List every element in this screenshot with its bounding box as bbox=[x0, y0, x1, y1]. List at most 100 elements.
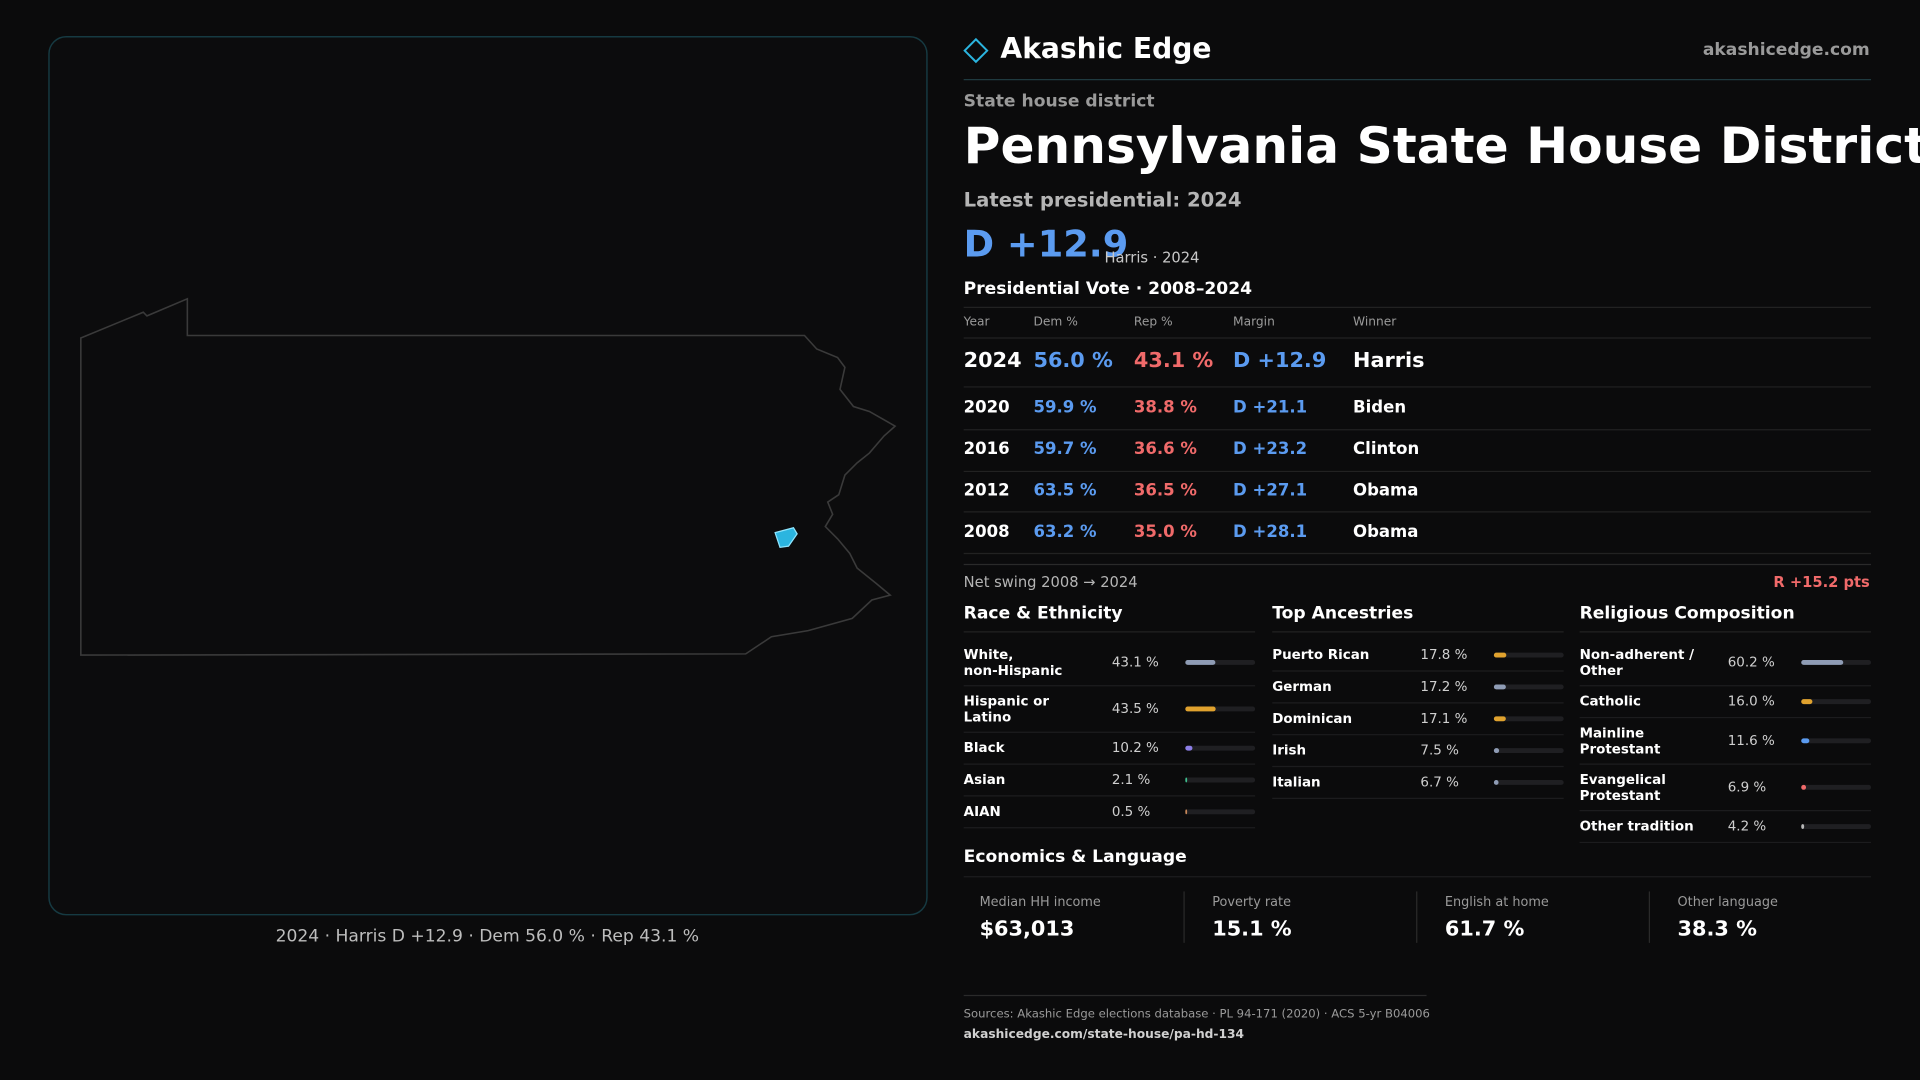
bar-track bbox=[1801, 738, 1872, 744]
bar-track bbox=[1493, 780, 1564, 785]
margin-note: Harris · 2024 bbox=[1104, 249, 1199, 266]
table-cell: 43.1 % bbox=[1134, 348, 1214, 372]
table-cell: D +12.9 bbox=[1233, 348, 1326, 372]
bar-track bbox=[1493, 748, 1564, 754]
bar bbox=[1493, 748, 1500, 754]
table-cell: 35.0 % bbox=[1134, 522, 1197, 541]
item-value: 17.1 % bbox=[1420, 712, 1467, 727]
table-cell: 63.5 % bbox=[1033, 481, 1096, 500]
column-header: Rep % bbox=[1134, 315, 1173, 329]
source-url: akashicedge.com/state-house/pa-hd-134 bbox=[964, 1027, 1244, 1041]
item-name: Catholic bbox=[1580, 695, 1641, 710]
bar-track bbox=[1493, 652, 1564, 658]
bar bbox=[1801, 784, 1807, 790]
item-value: 0.5 % bbox=[1112, 805, 1151, 820]
column-header: Year bbox=[963, 315, 991, 329]
item-value: 43.5 % bbox=[1112, 702, 1159, 717]
econ-value: 61.7 % bbox=[1445, 916, 1525, 940]
column-header: Winner bbox=[1353, 315, 1397, 329]
bar-track bbox=[1185, 777, 1256, 783]
bar bbox=[1185, 809, 1188, 815]
state-outline bbox=[80, 297, 897, 656]
section-title: Religious Composition bbox=[1580, 603, 1795, 623]
table-cell: 36.5 % bbox=[1134, 481, 1197, 500]
table-cell: Harris bbox=[1353, 348, 1424, 372]
item-name: German bbox=[1272, 680, 1331, 695]
table-cell: 2012 bbox=[964, 481, 1010, 500]
bar bbox=[1493, 780, 1499, 785]
item-value: 4.2 % bbox=[1728, 820, 1767, 835]
item-value: 6.9 % bbox=[1728, 780, 1767, 795]
bar bbox=[1801, 660, 1844, 665]
map-caption: 2024 · Harris D +12.9 · Dem 56.0 % · Rep… bbox=[276, 927, 699, 947]
item-name: Dominican bbox=[1272, 712, 1352, 727]
district-shape[interactable] bbox=[774, 527, 798, 549]
bar bbox=[1801, 824, 1805, 829]
swing-value: R +15.2 pts bbox=[1773, 574, 1870, 591]
bar-track bbox=[1185, 809, 1256, 815]
econ-value: 15.1 % bbox=[1212, 916, 1292, 940]
bar-track bbox=[1493, 684, 1564, 690]
bar-track bbox=[1801, 784, 1872, 790]
table-cell: 2024 bbox=[964, 348, 1022, 372]
item-name: Mainline Protestant bbox=[1580, 726, 1661, 757]
bar bbox=[1185, 745, 1193, 751]
item-name: AIAN bbox=[964, 805, 1001, 820]
bar bbox=[1185, 777, 1188, 783]
table-cell: D +28.1 bbox=[1233, 522, 1307, 541]
district-title: Pennsylvania State House District 134 bbox=[964, 116, 1920, 175]
bar bbox=[1493, 652, 1507, 658]
logo-icon bbox=[963, 37, 989, 64]
bar-track bbox=[1801, 824, 1872, 829]
item-name: Irish bbox=[1272, 744, 1306, 759]
table-cell: 63.2 % bbox=[1033, 522, 1096, 541]
table-cell: 2008 bbox=[964, 522, 1010, 541]
table-cell: 2016 bbox=[964, 439, 1010, 458]
section-title: Race & Ethnicity bbox=[964, 603, 1123, 623]
table-title: Presidential Vote · 2008–2024 bbox=[964, 279, 1252, 299]
brand: Akashic Edge bbox=[1000, 32, 1211, 65]
table-cell: 56.0 % bbox=[1033, 348, 1113, 372]
table-cell: 59.9 % bbox=[1033, 397, 1096, 416]
item-value: 11.6 % bbox=[1728, 734, 1775, 749]
econ-label: Median HH income bbox=[980, 895, 1101, 910]
table-cell: 38.8 % bbox=[1134, 397, 1197, 416]
item-value: 43.1 % bbox=[1112, 655, 1159, 670]
item-value: 6.7 % bbox=[1420, 775, 1459, 790]
table-cell: 59.7 % bbox=[1033, 439, 1096, 458]
site-link: akashicedge.com bbox=[1703, 40, 1870, 60]
sources: Sources: Akashic Edge elections database… bbox=[964, 1006, 1430, 1020]
table-cell: D +23.2 bbox=[1233, 439, 1307, 458]
swing-label: Net swing 2008 → 2024 bbox=[964, 574, 1138, 591]
bar bbox=[1801, 738, 1810, 744]
item-value: 16.0 % bbox=[1728, 695, 1775, 710]
bar-track bbox=[1185, 745, 1256, 751]
table-cell: 36.6 % bbox=[1134, 439, 1197, 458]
item-name: White, non-Hispanic bbox=[964, 648, 1063, 679]
item-name: Non-adherent / Other bbox=[1580, 648, 1695, 679]
table-cell: Obama bbox=[1353, 522, 1418, 541]
table-cell: Biden bbox=[1353, 397, 1406, 416]
table-cell: D +27.1 bbox=[1233, 481, 1307, 500]
bar-track bbox=[1493, 716, 1564, 722]
item-name: Asian bbox=[964, 773, 1006, 788]
item-name: Italian bbox=[1272, 775, 1320, 790]
econ-label: English at home bbox=[1445, 895, 1549, 910]
column-header: Dem % bbox=[1033, 315, 1077, 329]
bar bbox=[1801, 699, 1813, 705]
item-name: Black bbox=[964, 741, 1006, 756]
item-value: 60.2 % bbox=[1728, 655, 1775, 670]
latest-label: Latest presidential: 2024 bbox=[964, 188, 1242, 211]
bar-track bbox=[1801, 699, 1872, 705]
item-value: 10.2 % bbox=[1112, 741, 1159, 756]
section-title: Top Ancestries bbox=[1272, 603, 1413, 623]
item-value: 17.2 % bbox=[1420, 680, 1467, 695]
bar bbox=[1185, 660, 1216, 665]
district-kind: State house district bbox=[964, 92, 1155, 112]
item-value: 2.1 % bbox=[1112, 773, 1151, 788]
econ-label: Poverty rate bbox=[1212, 895, 1291, 910]
econ-label: Other language bbox=[1678, 895, 1778, 910]
column-header: Margin bbox=[1233, 315, 1275, 329]
bar bbox=[1185, 706, 1216, 712]
table-cell: 2020 bbox=[964, 397, 1010, 416]
